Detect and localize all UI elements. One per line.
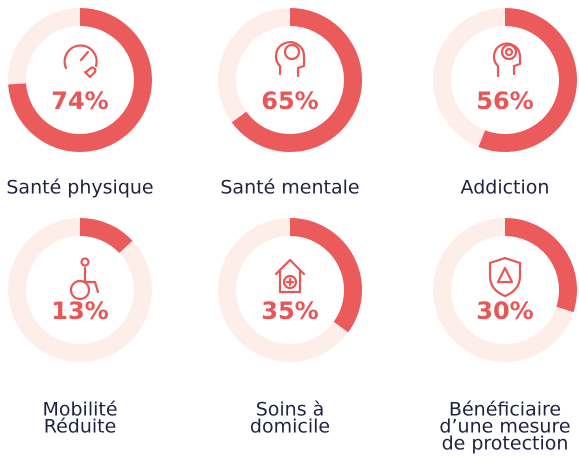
percent-label: 74% — [51, 87, 108, 115]
category-label: domicile — [250, 416, 330, 438]
donut-arc — [478, 8, 577, 152]
category-label: Santé physique — [6, 177, 153, 199]
icon-head — [274, 41, 306, 78]
percent-label: 56% — [476, 87, 533, 115]
donut-arc — [504, 218, 577, 313]
category-label: Réduite — [44, 416, 117, 438]
percent-label: 65% — [261, 87, 318, 115]
percent-label: 30% — [476, 297, 533, 325]
category-label: de protection — [442, 433, 569, 455]
category-label: Bénéficiaire — [449, 399, 561, 421]
icon-house — [274, 258, 306, 294]
icon-spiral — [492, 42, 522, 78]
donut-arc — [8, 8, 152, 152]
category-label: Soins à — [256, 399, 325, 421]
icon-gauge — [63, 44, 98, 79]
percent-label: 13% — [51, 297, 108, 325]
donut-arc — [79, 218, 133, 254]
category-label: Santé mentale — [220, 177, 359, 199]
category-label: d’une mesure — [439, 416, 570, 438]
donut-arc — [231, 8, 362, 152]
icon-shield — [488, 256, 522, 298]
icon-wheelchair — [69, 257, 100, 301]
category-label: Addiction — [461, 177, 550, 199]
donut-arc — [289, 218, 362, 333]
category-label: Mobilité — [42, 399, 117, 421]
percent-label: 35% — [261, 297, 318, 325]
